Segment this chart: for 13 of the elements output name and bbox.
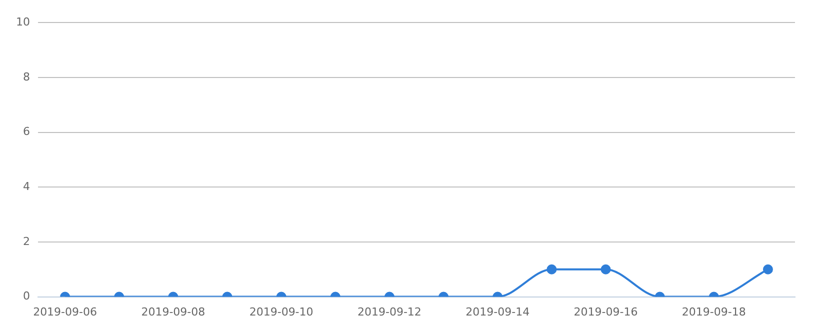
y-tick-label: 2 [22,234,30,248]
x-tick-label: 2019-09-16 [574,305,638,318]
x-tick-label: 2019-09-14 [466,305,530,318]
x-tick-label: 2019-09-18 [682,305,746,318]
y-tick-label: 8 [22,70,30,84]
y-tick-label: 10 [16,15,30,28]
x-tick-label: 2019-09-10 [249,305,314,318]
y-tick-label: 4 [22,180,30,193]
y-tick-label: 6 [22,125,30,138]
x-tick-label: 2019-09-08 [141,305,206,318]
x-tick-label: 2019-09-06 [33,305,97,318]
y-tick-label: 0 [22,290,30,303]
x-tick-label: 2019-09-12 [357,305,422,318]
